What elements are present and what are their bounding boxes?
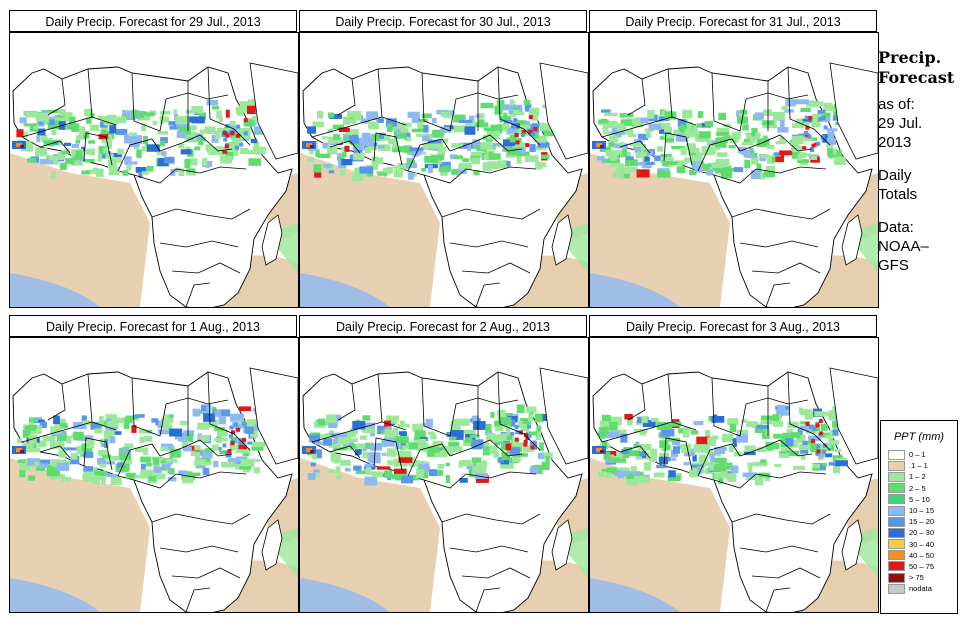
legend-label: 20 – 30 [909, 528, 935, 538]
map-area [299, 32, 589, 308]
legend-swatch [888, 550, 905, 561]
legend-row: .1 – 1 [888, 460, 957, 471]
legend-label: 15 – 20 [909, 517, 935, 527]
legend-label: 5 – 10 [909, 494, 930, 504]
side-info: Precip. Forecast as of: 29 Jul. 2013 Dai… [878, 48, 964, 275]
as-of-date: 29 Jul. [878, 115, 923, 132]
precip-map [590, 367, 878, 612]
data-source-1: NOAA– [878, 238, 929, 255]
panel-title: Daily Precip. Forecast for 31 Jul., 2013 [589, 10, 877, 32]
legend-swatch [888, 539, 905, 550]
legend-row: 2 – 5 [888, 483, 957, 494]
legend-row: 1 – 2 [888, 471, 957, 482]
legend-label: > 75 [909, 573, 924, 583]
legend-swatch [888, 572, 905, 583]
legend-label: 0 – 1 [909, 450, 926, 460]
legend-swatch [888, 505, 905, 516]
legend-row: 40 – 50 [888, 550, 957, 561]
forecast-panel-4: Daily Precip. Forecast for 1 Aug., 2013 [9, 315, 299, 614]
map-area [589, 32, 879, 308]
heading-forecast: Forecast [878, 68, 955, 87]
panel-title: Daily Precip. Forecast for 2 Aug., 2013 [299, 315, 587, 337]
legend-row: 10 – 15 [888, 505, 957, 516]
forecast-panel-3: Daily Precip. Forecast for 31 Jul., 2013 [589, 10, 879, 309]
legend-swatch [888, 460, 905, 471]
legend-row: 5 – 10 [888, 494, 957, 505]
map-area [9, 337, 299, 613]
panel-title: Daily Precip. Forecast for 30 Jul., 2013 [299, 10, 587, 32]
panel-title: Daily Precip. Forecast for 3 Aug., 2013 [589, 315, 877, 337]
legend-label: nodata [909, 584, 932, 594]
legend-swatch [888, 516, 905, 527]
forecast-panel-5: Daily Precip. Forecast for 2 Aug., 2013 [299, 315, 589, 614]
as-of-label: as of: [878, 96, 915, 113]
map-area [9, 32, 299, 308]
forecast-panel-1: Daily Precip. Forecast for 29 Jul., 2013 [9, 10, 299, 309]
legend-swatch [888, 494, 905, 505]
legend-row: 20 – 30 [888, 527, 957, 538]
legend-swatch [888, 527, 905, 538]
legend-label: 50 – 75 [909, 561, 935, 571]
legend-row: 50 – 75 [888, 561, 957, 572]
legend-swatch [888, 449, 905, 460]
legend-swatch [888, 483, 905, 494]
legend-label: .1 – 1 [909, 461, 928, 471]
forecast-panel-2: Daily Precip. Forecast for 30 Jul., 2013 [299, 10, 589, 309]
legend-label: 10 – 15 [909, 506, 935, 516]
legend-row: > 75 [888, 572, 957, 583]
legend-label: 40 – 50 [909, 550, 935, 560]
legend-swatch [888, 583, 905, 594]
precip-map [300, 62, 588, 307]
as-of-year: 2013 [878, 134, 912, 151]
legend-title: PPT (mm) [893, 431, 945, 443]
legend-label: 1 – 2 [909, 472, 926, 482]
legend-label: 30 – 40 [909, 539, 935, 549]
panel-title: Daily Precip. Forecast for 29 Jul., 2013 [9, 10, 297, 32]
legend-row: 30 – 40 [888, 539, 957, 550]
map-area [589, 337, 879, 613]
daily-label: Daily [878, 167, 912, 184]
precip-map [300, 367, 588, 612]
legend-swatch [888, 471, 905, 482]
data-source-2: GFS [878, 257, 909, 274]
legend-row: 0 – 1 [888, 449, 957, 460]
panel-title: Daily Precip. Forecast for 1 Aug., 2013 [9, 315, 297, 337]
totals-label: Totals [878, 186, 918, 203]
precip-map [590, 62, 878, 307]
map-area [299, 337, 589, 613]
legend-row: 15 – 20 [888, 516, 957, 527]
legend-swatch [888, 561, 905, 572]
heading-precip: Precip. [878, 48, 942, 67]
precip-map [10, 62, 298, 307]
forecast-panel-6: Daily Precip. Forecast for 3 Aug., 2013 [589, 315, 879, 614]
data-label: Data: [878, 219, 914, 236]
legend-row: nodata [888, 583, 957, 594]
precip-map [10, 367, 298, 612]
legend-label: 2 – 5 [909, 483, 926, 493]
